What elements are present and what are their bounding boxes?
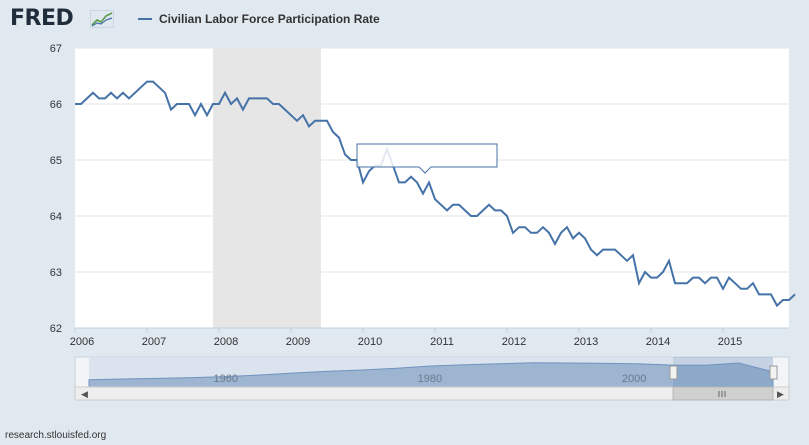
y-tick-label: 65 bbox=[50, 155, 62, 167]
navigator-handle-right[interactable] bbox=[769, 365, 778, 380]
tooltip-box bbox=[356, 143, 498, 174]
x-axis: 2006 2007 2008 2009 2010 2011 2012 2013 2014 2015 bbox=[70, 327, 789, 348]
y-tick-label: 67 bbox=[50, 43, 62, 55]
x-tick-label: 2010 bbox=[358, 336, 382, 348]
scroll-right-arrow-icon[interactable]: ▶ bbox=[777, 390, 784, 400]
x-tick-label: 2009 bbox=[286, 336, 310, 348]
y-axis: 62 63 64 65 66 67 bbox=[50, 43, 62, 335]
navigator-selection[interactable] bbox=[673, 357, 773, 387]
recession-shading bbox=[213, 48, 321, 328]
chart-line-icon bbox=[90, 10, 114, 28]
scroll-left-arrow-icon[interactable]: ◀ bbox=[81, 390, 88, 400]
y-tick-label: 64 bbox=[50, 211, 62, 223]
fred-logo[interactable]: FRED bbox=[10, 6, 74, 31]
series-line[interactable] bbox=[75, 80, 796, 308]
header: FRED Civilian Labor Force Participation … bbox=[0, 0, 809, 40]
x-tick-label: 2007 bbox=[142, 336, 166, 348]
navigator-year-label: 1960 bbox=[214, 373, 238, 385]
x-tick-label: 2012 bbox=[502, 336, 526, 348]
x-tick-label: 2015 bbox=[718, 336, 742, 348]
x-tick-label: 2013 bbox=[574, 336, 598, 348]
chart-area[interactable]: 62 63 64 65 66 67 2006 2007 2008 2009 2010 2011 201… bbox=[0, 0, 809, 428]
navigator-year-label: 1980 bbox=[418, 373, 442, 385]
x-tick-label: 2006 bbox=[70, 336, 94, 348]
navigator-year-label: 2000 bbox=[622, 373, 646, 385]
y-tick-label: 62 bbox=[50, 323, 62, 335]
x-tick-label: 2014 bbox=[646, 336, 670, 348]
legend-swatch bbox=[138, 18, 152, 20]
x-tick-label: 2008 bbox=[214, 336, 238, 348]
navigator-labels: 1960 1980 2000 bbox=[214, 373, 647, 385]
x-tick-label: 2011 bbox=[430, 336, 454, 348]
y-tick-label: 63 bbox=[50, 267, 62, 279]
chart-legend[interactable]: Civilian Labor Force Participation Rate bbox=[138, 11, 380, 27]
navigator[interactable]: 1960 1980 2000 ◀ ▶ bbox=[74, 356, 790, 401]
navigator-handle-left[interactable] bbox=[669, 365, 678, 380]
scrollbar-grip-icon bbox=[718, 391, 726, 397]
source-credit[interactable]: research.stlouisfed.org bbox=[5, 430, 107, 441]
scrollbar-thumb[interactable] bbox=[672, 386, 774, 401]
y-tick-label: 66 bbox=[50, 99, 62, 111]
navigator-series bbox=[88, 362, 774, 388]
navigator-scrollbar[interactable] bbox=[74, 386, 790, 401]
legend-series-label: Civilian Labor Force Participation Rate bbox=[159, 12, 380, 26]
